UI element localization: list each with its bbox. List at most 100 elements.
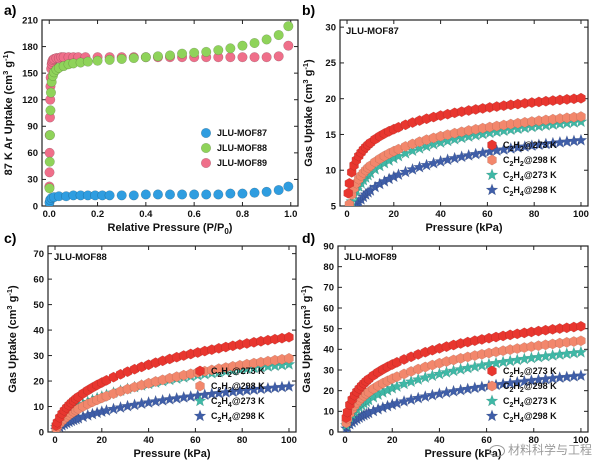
data-point (282, 379, 296, 393)
y-tick-label: 40 (323, 345, 334, 356)
legend-label: C2H4@298 K (503, 185, 557, 198)
panel-b: b) 0 20 40 60 80 100 5 10 15 20 25 30 Pressure (kPa) G… (301, 2, 589, 234)
data-point (432, 367, 446, 380)
data-point (425, 369, 439, 382)
data-point (413, 160, 426, 173)
markers (44, 21, 294, 206)
legend-label: C2H2@298 K (503, 381, 557, 394)
data-point (140, 189, 151, 200)
data-point (574, 345, 588, 358)
y-tick-label: 70 (323, 283, 334, 294)
inner-title: JLU-MOF88 (54, 252, 107, 263)
legend-label: C2H2@273 K (503, 366, 557, 379)
legend-label: C2H2@273 K (503, 140, 557, 153)
legend-label: C2H2@298 K (211, 381, 265, 394)
legend-label: C2H2@273 K (211, 366, 265, 379)
data-point (249, 187, 260, 198)
data-point (189, 47, 200, 58)
data-point (44, 130, 56, 141)
legend-label: C2H4@298 K (211, 411, 265, 424)
legend-marker (485, 409, 499, 422)
panel-c: c) 0 20 40 60 80 100 0 10 20 30 40 50 60 70 Pressure (k… (4, 230, 297, 460)
panel-letter: b) (302, 2, 315, 18)
data-point (45, 105, 56, 116)
y-tick-label: 50 (323, 324, 334, 335)
data-point (237, 52, 248, 63)
wechat-icon (488, 444, 505, 457)
legend: C2H2@273 K C2H2@298 K C2H4@273 K C2H4@298 K (485, 365, 557, 424)
data-point (45, 87, 56, 98)
data-point (140, 52, 151, 63)
data-point (82, 56, 93, 67)
markers (49, 331, 296, 432)
y-axis-title: 87 K Ar Uptake (cm3 g-1) (1, 50, 15, 175)
legend-label: C2H4@298 K (503, 411, 557, 424)
x-tick-label: 20 (389, 209, 400, 220)
plot-frame (337, 245, 589, 433)
y-tick-label: 10 (33, 402, 44, 413)
x-tick-label: 0.8 (236, 209, 249, 220)
markers (339, 320, 588, 432)
data-point (283, 181, 294, 192)
y-tick-label: 0 (329, 427, 334, 438)
legend-marker (485, 168, 499, 181)
data-point (344, 177, 355, 189)
plot-frame (47, 245, 297, 433)
legend-marker (487, 154, 497, 166)
panel-a: a) 0.0 0.2 0.4 0.6 0.8 1.0 0 30 60 90 120 150 180 210 R… (1, 2, 299, 236)
y-tick-label: 70 (33, 249, 44, 260)
data-point (284, 352, 294, 364)
data-point (164, 189, 176, 200)
legend-marker (195, 365, 205, 377)
legend-marker (195, 380, 205, 392)
data-point (44, 156, 55, 167)
data-point (249, 52, 260, 63)
data-point (201, 46, 212, 57)
data-point (434, 154, 448, 167)
y-tick-label: 40 (33, 325, 44, 336)
plot-frame (339, 19, 589, 207)
x-axis-title: Pressure (kPa) (425, 222, 502, 234)
y-tick-label: 20 (33, 376, 44, 387)
x-tick-label: 0 (52, 435, 57, 446)
x-tick-label: 80 (529, 209, 540, 220)
legend-label: C2H4@273 K (503, 396, 557, 409)
y-tick-label: 30 (323, 365, 334, 376)
y-tick-label: 20 (325, 94, 336, 105)
data-point (427, 156, 441, 169)
x-tick-label: 100 (573, 209, 589, 220)
legend-label: JLU-MOF88 (217, 143, 267, 153)
legend-marker (487, 139, 497, 151)
legend-marker (193, 409, 207, 422)
legend: JLU-MOF87 JLU-MOF88 JLU-MOF89 (200, 127, 267, 169)
markers (343, 92, 588, 206)
data-point (177, 189, 188, 200)
legend-marker (200, 157, 212, 169)
data-point (283, 21, 294, 32)
x-tick-label: 0.4 (139, 209, 153, 220)
x-tick-label: 0.0 (43, 209, 56, 220)
data-point (116, 190, 127, 201)
data-point (128, 53, 139, 64)
series-C2H2@273 K (343, 92, 586, 199)
data-point (104, 54, 115, 65)
y-tick-label: 10 (325, 166, 336, 177)
data-point (44, 183, 55, 194)
data-point (237, 40, 248, 51)
y-tick-label: 150 (22, 68, 38, 79)
data-point (574, 133, 588, 146)
data-point (44, 167, 55, 178)
legend-label: C2H2@298 K (503, 155, 557, 168)
data-point (249, 37, 260, 49)
y-tick-label: 90 (323, 241, 334, 252)
x-tick-label: 20 (97, 435, 108, 446)
data-point (283, 40, 294, 51)
x-tick-label: 40 (434, 435, 445, 446)
y-tick-label: 20 (323, 386, 334, 397)
x-tick-label: 1.0 (284, 209, 297, 220)
data-point (164, 50, 176, 61)
watermark-text: 材料科学与工程 (507, 443, 592, 457)
x-tick-label: 0.6 (188, 209, 201, 220)
y-tick-label: 0 (39, 427, 44, 438)
